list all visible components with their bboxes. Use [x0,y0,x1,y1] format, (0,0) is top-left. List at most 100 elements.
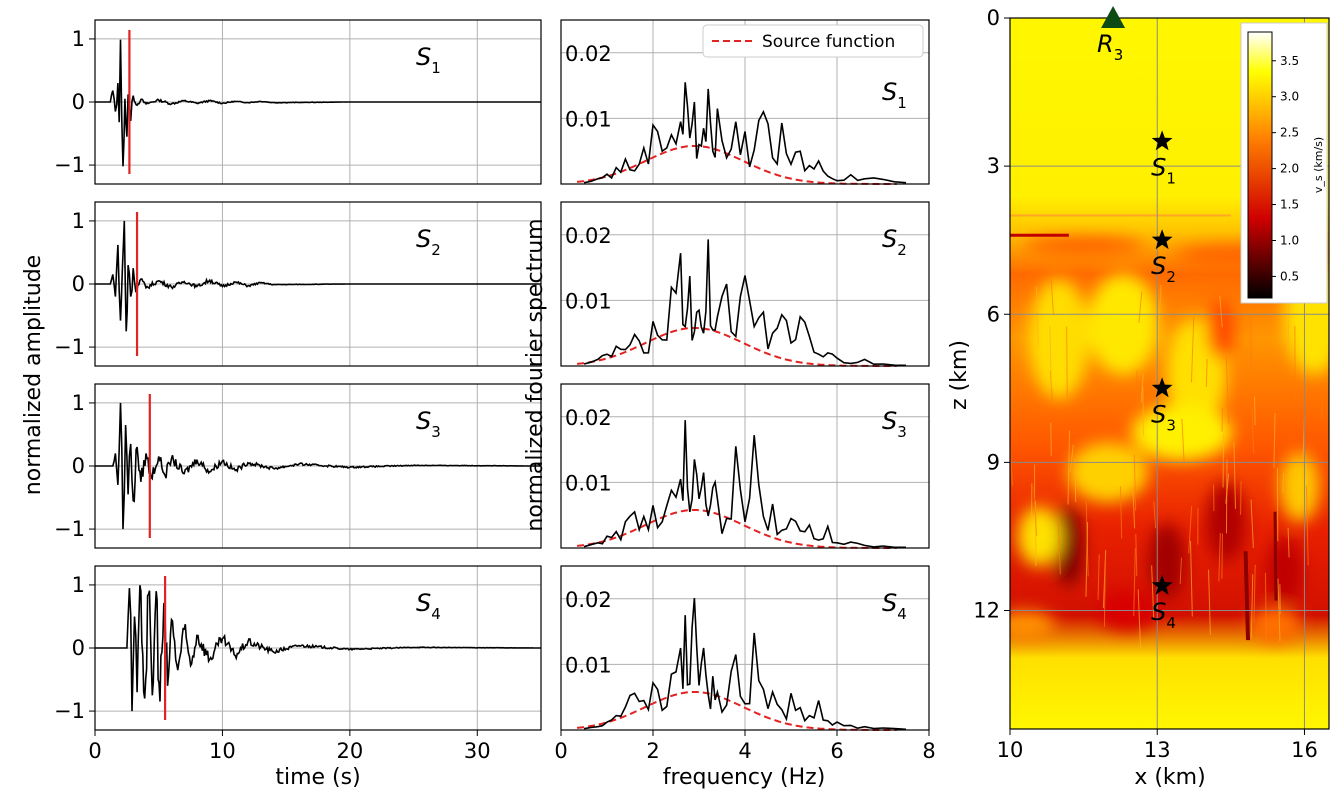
velocity-anomaly [1068,442,1149,503]
velocity-streak [1250,574,1254,638]
spectrum-trace [583,598,907,731]
waveform-panel-label-sub: 4 [431,605,441,623]
spectrum-ytick-label: 0.01 [565,653,612,677]
velocity-streak [1066,326,1068,398]
spectrum-panel-label-sub: 4 [897,605,907,623]
velocity-streak [1282,473,1285,495]
source-star-marker [1151,130,1173,151]
velocity-streak [1133,548,1136,617]
velocity-streak [1069,444,1074,472]
spectrum-xtick-label: 2 [646,739,659,763]
velocity-streak [1067,430,1071,505]
velocity-streak [1137,589,1142,650]
source-star-marker [1151,229,1173,250]
velocity-streak [1049,325,1052,390]
waveform-ytick-label: 0 [72,272,85,296]
spectrum-panel-label-sub: 3 [897,423,907,441]
legend-box [702,24,924,58]
map-ylabel: z (km) [947,340,972,410]
waveform-panel-label-main: S [416,43,431,71]
waveform-ytick-label: −1 [54,517,85,541]
velocity-streak [1097,554,1100,600]
waveform-panel-frame [94,383,542,549]
waveform-xtick-label: 30 [464,739,491,763]
spectrum-ytick-label: 0.02 [565,42,612,66]
colorbar-ticks: 0.5 1.0 1.5 2.0 2.5 3.0 3.5 [1272,54,1299,283]
velocity-streak [1253,564,1256,623]
spectrum-ytick-label: 0.01 [565,289,612,313]
velocity-streak [1158,284,1162,332]
spectrum-ytick-label: 0.01 [565,107,612,131]
source-label-main: S [1151,153,1166,181]
velocity-streak [1305,485,1309,566]
waveform-panel-label: S1 [416,43,441,77]
legend: Source function [702,24,924,58]
velocity-dike [1273,511,1278,601]
spectrum-ylabel: normalized fourier spectrum [523,218,548,531]
waveform-panel-s3: −1 0 1 S3 [54,383,542,549]
waveform-panel-label-main: S [416,407,431,435]
velocity-anomaly [1131,404,1232,461]
velocity-anomaly [1149,523,1186,600]
velocity-streak [1321,385,1323,419]
source-star-marker [1151,574,1173,595]
velocity-streak [1033,486,1038,536]
velocity-anomaly [1029,278,1090,399]
velocity-streak [1050,280,1054,315]
waveform-panel-frame [94,201,542,367]
waveform-ytick-label: 1 [72,209,85,233]
spectrum-ytick-label: 0.02 [565,224,612,248]
spectrum-ytick-label: 0.02 [565,588,612,612]
velocity-streak [1190,317,1195,383]
waveform-ytick-label: −1 [54,699,85,723]
colorbar-label: v_s (km/s) [1312,137,1325,193]
velocity-streak [1153,501,1157,529]
velocity-anomaly [1010,610,1055,641]
receiver-marker [1101,6,1126,28]
waveform-panel-label-sub: 2 [431,241,441,259]
spectrum-xlabel: frequency (Hz) [663,765,826,790]
colorbar-tick-label: 3.0 [1280,90,1299,104]
waveform-panel-label: S2 [416,225,441,259]
waveform-panel-label-main: S [416,225,431,253]
velocity-streak [1250,499,1254,548]
map-xtick-label: 13 [1144,738,1171,762]
spectrum-panel-label: S1 [882,78,907,112]
spectrum-panel-label-main: S [882,589,897,617]
source-label-main: S [1151,400,1166,428]
waveform-xtick-label: 0 [88,739,101,763]
colorbar-tick-label: 3.5 [1280,54,1299,68]
map-ytick-label: 6 [987,302,1000,326]
velocity-streak [1189,540,1193,617]
velocity-streak [1225,356,1230,424]
waveform-xtick-label: 20 [336,739,363,763]
waveform-ytick-label: −1 [54,335,85,359]
source-label: S3 [1151,400,1176,434]
velocity-streak [1181,418,1185,464]
velocity-streak [1253,396,1256,426]
spectrum-panel-label: S2 [882,225,907,259]
velocity-streak [1050,422,1052,457]
velocity-anomaly [1250,607,1301,644]
velocity-anomaly [1017,506,1062,567]
velocity-streak [1132,491,1136,529]
source-label: S1 [1151,153,1176,187]
spectrum-panel-s2: 0.01 0.02 S2 [560,201,930,367]
source-label-sub: 4 [1166,614,1176,632]
spectrum-trace [583,239,907,367]
waveform-trace [95,39,541,167]
spectrum-column: 0.01 0.02 S1 0.01 0.02 S2 0.01 0.02 S 3 0.01 0.0… [523,19,936,790]
velocity-streak [1287,298,1290,351]
waveform-ytick-label: 0 [72,636,85,660]
receiver-label: R3 [1097,30,1123,64]
waveform-trace [95,402,541,530]
waveform-panel-label-sub: 1 [431,59,441,77]
velocity-streak [1287,527,1290,558]
velocity-streak [1218,532,1221,582]
map-ytick-label: 9 [987,450,1000,474]
velocity-streak [1219,295,1223,328]
velocity-streak [1233,442,1236,509]
